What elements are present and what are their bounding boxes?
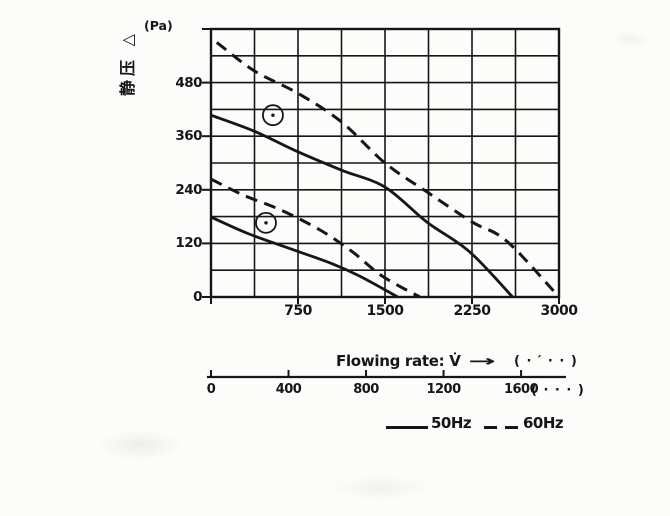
legend-label-60hz: 60Hz xyxy=(523,414,564,432)
y-axis-title: 静压 △ xyxy=(118,30,137,96)
x-axis-title-text: Flowing rate: V̇ xyxy=(336,352,461,370)
legend-solid-line-swatch xyxy=(386,426,428,429)
operating-point-marker-dot xyxy=(264,221,268,225)
x-tick-label: 3000 xyxy=(540,303,578,319)
curve-50Hz-upper-curve xyxy=(210,113,514,298)
secondary-tick-label: 400 xyxy=(275,382,302,397)
legend-label-50hz: 50Hz xyxy=(431,414,472,432)
x-tick-label: 1500 xyxy=(366,303,404,319)
y-tick-label: 360 xyxy=(175,128,202,145)
operating-point-marker-dot xyxy=(271,113,275,117)
curve-60Hz-lower-curve xyxy=(210,177,421,299)
secondary-tick-label: 0 xyxy=(206,382,216,397)
secondary-axis-unit-label: ( · · · ) xyxy=(531,383,585,398)
y-tick-label: 120 xyxy=(175,235,202,252)
curve-60Hz-upper-curve xyxy=(215,41,561,299)
curve-50Hz-lower-curve xyxy=(210,215,399,299)
operating-point-marker xyxy=(262,104,284,127)
x-axis-title: Flowing rate: V̇ → xyxy=(336,352,495,370)
y-tick-label: 480 xyxy=(175,74,202,91)
secondary-tick-label: 1200 xyxy=(426,382,461,397)
right-arrow-icon: → xyxy=(467,352,496,370)
operating-point-marker xyxy=(255,211,277,234)
x-tick-label: 2250 xyxy=(453,303,491,319)
y-tick-label: 0 xyxy=(193,289,202,305)
y-tick-label: 240 xyxy=(175,181,202,198)
x-tick-label: 750 xyxy=(284,303,312,319)
x-axis-unit-label: ( · ′ · · ) xyxy=(514,354,578,369)
secondary-tick-label: 1600 xyxy=(503,382,539,397)
secondary-tick-label: 800 xyxy=(353,382,379,397)
legend-dashed-line-swatch xyxy=(484,426,520,430)
y-axis-unit-label: (Pa) xyxy=(144,18,173,33)
